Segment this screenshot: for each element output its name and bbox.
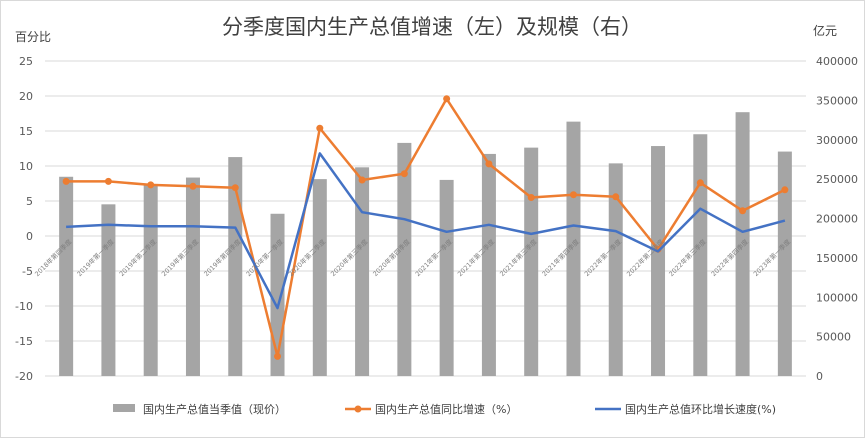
bar [735, 112, 750, 376]
gridlines [45, 60, 806, 377]
chart-title: 分季度国内生产总值增速（左）及规模（右） [222, 15, 642, 39]
bar [228, 157, 243, 376]
legend-label: 国内生产总值同比增速（%） [375, 402, 517, 416]
legend-label: 国内生产总值当季值（现价） [143, 402, 286, 416]
bar [566, 121, 581, 376]
bar-series [59, 112, 792, 376]
series-line [66, 152, 786, 310]
line-point [400, 170, 408, 178]
right-tick-label: 50000 [816, 331, 851, 344]
bar [439, 179, 454, 376]
bar [693, 134, 708, 376]
bar [355, 167, 370, 376]
legend: 国内生产总值当季值（现价） 国内生产总值同比增速（%） 国内生产总值环比增长速度(%… [113, 402, 776, 416]
line-point [147, 181, 155, 189]
line-point [739, 207, 747, 215]
left-tick-label: 5 [26, 195, 33, 208]
line-point [274, 352, 282, 360]
left-axis-ticks: 25 20 15 10 5 0 -5 -10 -15 -20 [15, 55, 33, 383]
line-point [316, 124, 324, 132]
line-point [569, 191, 577, 199]
bar [651, 146, 666, 376]
left-tick-label: -15 [15, 335, 33, 348]
right-axis-ticks: 400000 350000 300000 250000 200000 150000 1000… [816, 55, 858, 383]
left-tick-label: -20 [15, 370, 33, 383]
bar [481, 153, 496, 376]
right-tick-label: 350000 [816, 94, 858, 107]
legend-label: 国内生产总值环比增长速度(%) [625, 402, 776, 416]
left-tick-label: 0 [26, 230, 33, 243]
legend-swatch [113, 404, 135, 412]
right-tick-label: 300000 [816, 134, 858, 147]
bar [524, 147, 539, 376]
line-point [612, 193, 620, 201]
series-line [66, 97, 786, 358]
line-point [189, 182, 197, 190]
bar [185, 177, 200, 376]
left-tick-label: 10 [19, 160, 33, 173]
left-tick-label: 20 [19, 90, 33, 103]
left-tick-label: 15 [19, 125, 33, 138]
line-series [62, 95, 789, 360]
bar [143, 184, 158, 376]
bar [59, 176, 74, 376]
line-point [358, 176, 366, 184]
left-tick-label: -10 [15, 300, 33, 313]
bar [312, 179, 327, 376]
right-tick-label: 0 [816, 370, 823, 383]
left-tick-label: 25 [19, 55, 33, 68]
line-point [62, 177, 70, 185]
bar [777, 151, 792, 376]
line-point [527, 194, 535, 201]
right-axis-unit: 亿元 [813, 23, 837, 38]
line-point [443, 95, 451, 103]
bar [101, 204, 116, 376]
line-point [781, 186, 789, 194]
right-tick-label: 100000 [816, 291, 858, 304]
bar [397, 142, 412, 376]
line-point [231, 184, 239, 192]
bar [608, 163, 623, 376]
line-point [104, 177, 112, 185]
right-tick-label: 150000 [816, 252, 858, 265]
line-point [696, 179, 704, 187]
right-tick-label: 200000 [816, 213, 858, 226]
right-tick-label: 250000 [816, 173, 858, 186]
left-axis-unit: 百分比 [15, 30, 51, 44]
right-tick-label: 400000 [816, 55, 858, 68]
line-point [485, 160, 493, 168]
left-tick-label: -5 [22, 265, 33, 278]
legend-marker [354, 405, 362, 413]
